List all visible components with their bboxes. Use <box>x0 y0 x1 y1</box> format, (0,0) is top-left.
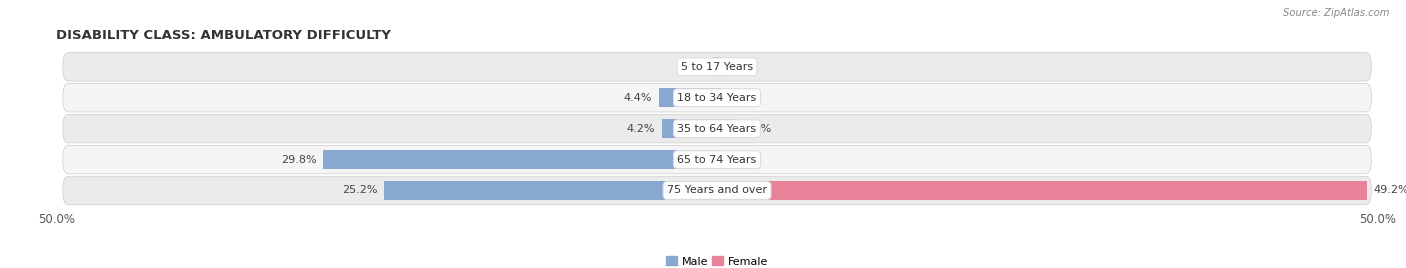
Text: 0.0%: 0.0% <box>728 62 756 72</box>
Text: 1.5%: 1.5% <box>744 124 772 134</box>
Bar <box>717 181 1367 200</box>
FancyBboxPatch shape <box>63 114 1371 143</box>
Text: DISABILITY CLASS: AMBULATORY DIFFICULTY: DISABILITY CLASS: AMBULATORY DIFFICULTY <box>56 28 391 42</box>
Text: Source: ZipAtlas.com: Source: ZipAtlas.com <box>1282 8 1389 18</box>
Text: 18 to 34 Years: 18 to 34 Years <box>678 93 756 103</box>
Bar <box>713 57 717 76</box>
Legend: Male, Female: Male, Female <box>661 252 773 268</box>
Text: 75 Years and over: 75 Years and over <box>666 185 768 195</box>
Text: 0.0%: 0.0% <box>678 62 706 72</box>
FancyBboxPatch shape <box>63 84 1371 112</box>
FancyBboxPatch shape <box>63 145 1371 174</box>
Text: 0.0%: 0.0% <box>728 93 756 103</box>
Bar <box>717 88 721 107</box>
Text: 5 to 17 Years: 5 to 17 Years <box>681 62 754 72</box>
Text: 65 to 74 Years: 65 to 74 Years <box>678 155 756 165</box>
Text: 35 to 64 Years: 35 to 64 Years <box>678 124 756 134</box>
Text: 25.2%: 25.2% <box>342 185 377 195</box>
Bar <box>384 181 717 200</box>
Text: 0.0%: 0.0% <box>728 155 756 165</box>
Bar <box>717 57 721 76</box>
Bar <box>717 119 737 138</box>
Text: 4.2%: 4.2% <box>627 124 655 134</box>
Bar <box>323 150 717 169</box>
Text: 29.8%: 29.8% <box>281 155 316 165</box>
FancyBboxPatch shape <box>63 176 1371 205</box>
Bar <box>662 119 717 138</box>
Text: 49.2%: 49.2% <box>1374 185 1406 195</box>
Bar <box>717 150 721 169</box>
Text: 4.4%: 4.4% <box>624 93 652 103</box>
FancyBboxPatch shape <box>63 53 1371 81</box>
Bar <box>659 88 717 107</box>
